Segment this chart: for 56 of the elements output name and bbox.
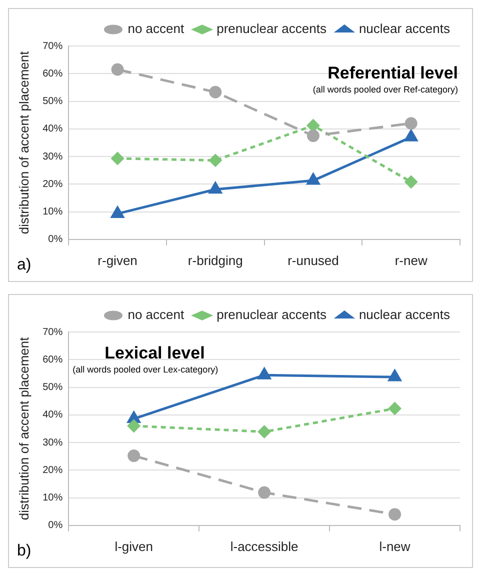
- text: Referential level: [328, 64, 458, 83]
- point: [306, 173, 320, 185]
- point: [404, 176, 418, 188]
- point: [306, 130, 320, 142]
- y-tick-label: 20%: [42, 178, 63, 190]
- legend-label: no accent: [128, 307, 184, 322]
- y-tick-label: 50%: [42, 382, 63, 394]
- y-tick-label: 20%: [42, 464, 63, 476]
- point: [209, 86, 222, 98]
- x-tick-label: l-accessible: [230, 538, 298, 554]
- y-tick-label: 40%: [42, 410, 63, 421]
- legend-label: prenuclear accents: [216, 21, 327, 36]
- point: [208, 182, 222, 194]
- point: [404, 130, 418, 142]
- text: a): [17, 256, 32, 274]
- y-tick-label: 50%: [42, 96, 63, 108]
- point: [111, 152, 124, 165]
- y-tick-label: 30%: [42, 437, 63, 448]
- y-tick-label: 70%: [42, 40, 63, 52]
- y-tick-label: 60%: [42, 354, 63, 366]
- legend-label: no accent: [128, 21, 184, 36]
- point: [388, 370, 402, 382]
- y-tick-label: 60%: [42, 68, 63, 80]
- point: [209, 154, 222, 167]
- y-tick-label: 40%: [42, 124, 63, 135]
- text: (all words pooled over Lex-category): [72, 364, 218, 374]
- y-tick-label: 30%: [42, 151, 63, 162]
- x-tick-label: r-given: [98, 252, 138, 268]
- y-axis-title: distribution of accent placement: [16, 50, 32, 234]
- text: (all words pooled over Ref-category): [312, 84, 458, 94]
- point: [128, 420, 140, 432]
- y-tick-label: 0%: [48, 520, 63, 532]
- text: b): [17, 542, 32, 560]
- point: [388, 508, 402, 521]
- point: [258, 486, 271, 499]
- y-tick-label: 70%: [42, 326, 63, 338]
- legend-label: prenuclear accents: [216, 307, 327, 322]
- point: [258, 425, 271, 438]
- y-axis-title: distribution of accent placement: [16, 336, 32, 520]
- point: [404, 117, 418, 130]
- y-tick-label: 0%: [48, 234, 63, 246]
- x-tick-label: r-bridging: [188, 252, 243, 268]
- legend-label: nuclear accents: [358, 307, 450, 322]
- x-tick-label: l-given: [114, 538, 153, 554]
- point: [388, 402, 402, 415]
- y-tick-label: 10%: [42, 492, 63, 504]
- x-tick-label: r-new: [394, 252, 428, 268]
- point: [111, 206, 124, 218]
- point: [111, 63, 124, 76]
- legend-label: nuclear accents: [358, 21, 450, 36]
- text: Lexical level: [104, 344, 205, 363]
- y-tick-label: 10%: [42, 206, 63, 218]
- x-tick-label: r-unused: [288, 252, 339, 268]
- point: [258, 368, 271, 380]
- point: [128, 450, 140, 462]
- x-tick-label: l-new: [379, 538, 411, 554]
